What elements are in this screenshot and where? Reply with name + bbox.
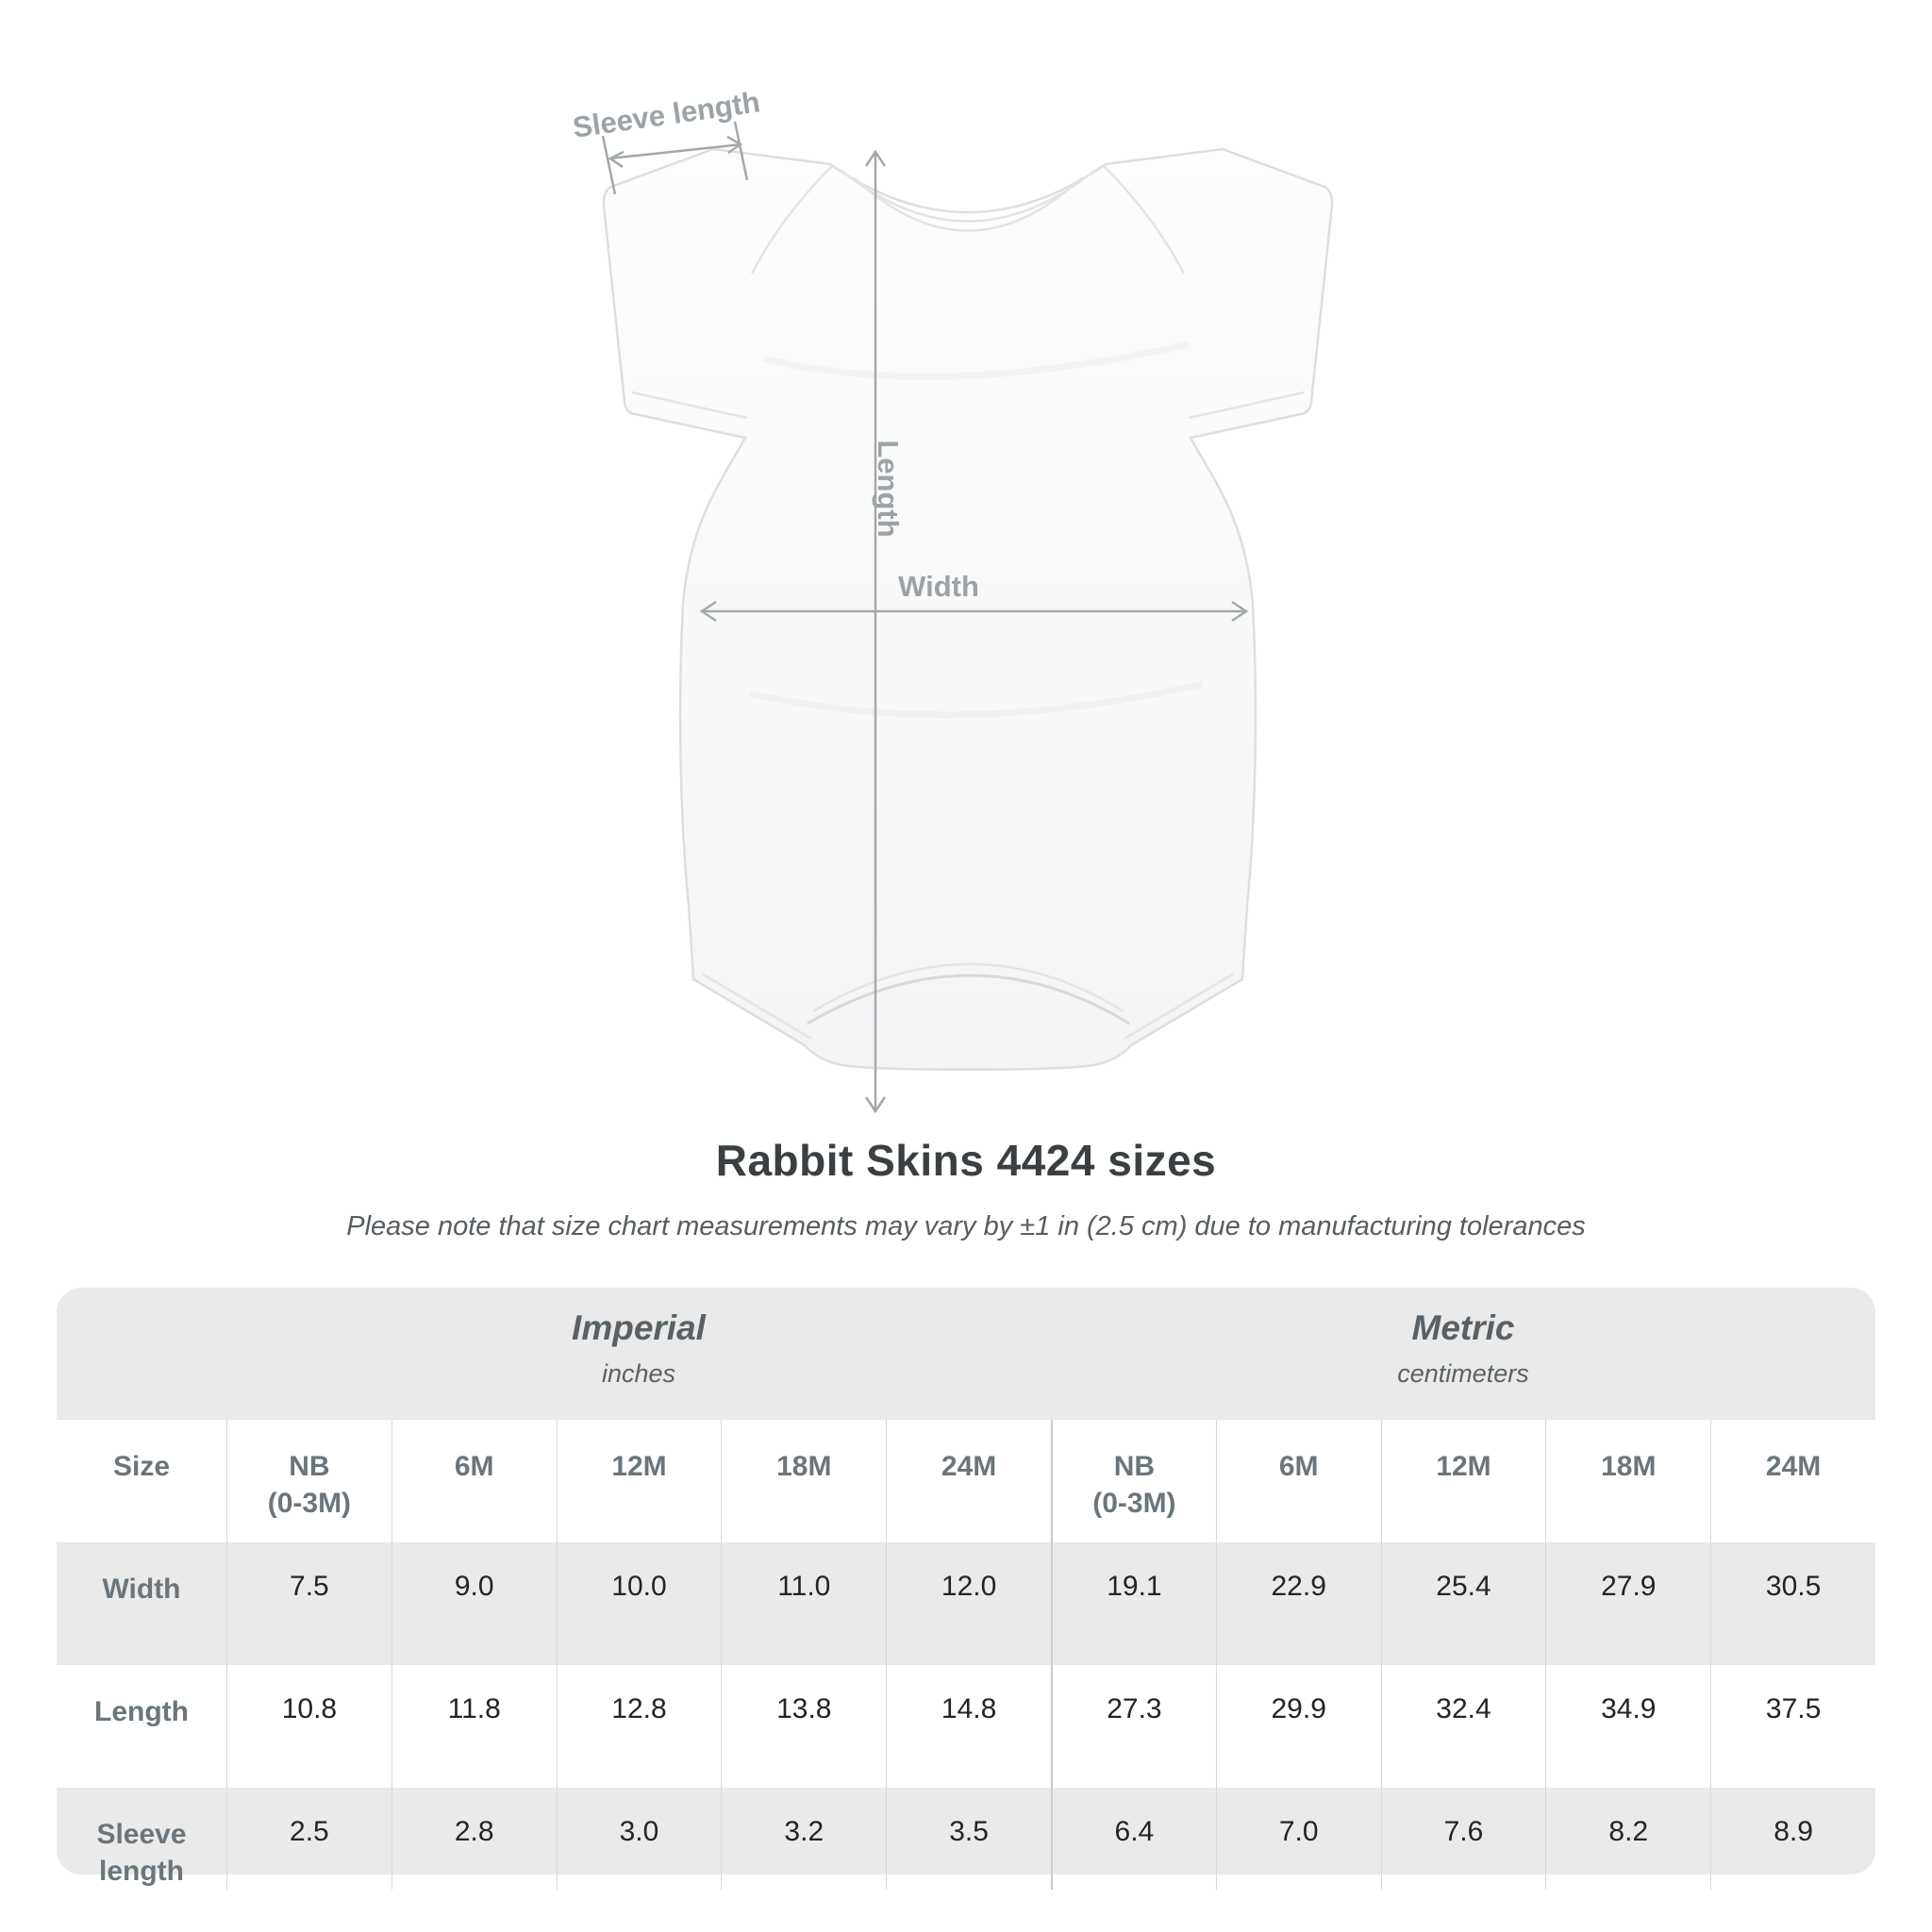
table-row-length: Length 10.8 11.8 12.8 13.8 14.8 27.3 29.… [57, 1665, 1875, 1788]
table-cell: 27.3 [1051, 1665, 1216, 1788]
table-cell: 3.5 [886, 1788, 1051, 1890]
col-header-12m-imperial: 12M [556, 1420, 722, 1542]
col-header-12m-metric: 12M [1380, 1420, 1546, 1542]
hem-edge-left [701, 972, 812, 1041]
length-label: Length [872, 440, 905, 537]
row-label-width: Width [102, 1574, 181, 1605]
sleeve-tick-right [733, 121, 749, 181]
row-label-sleeve-length: Sleeve length [96, 1819, 187, 1887]
col-header-nb-imperial: NB (0-3M) [226, 1420, 391, 1542]
table-cell: 10.8 [226, 1665, 391, 1788]
crotch-flap-seam [807, 974, 1130, 1025]
unit-band: Imperial inches Metric centimeters [57, 1288, 1875, 1420]
unit-sub-metric: centimeters [1397, 1359, 1529, 1388]
col-header-6m-imperial: 6M [391, 1420, 557, 1542]
table-cell: 13.8 [721, 1665, 886, 1788]
crotch-flap-edge [812, 962, 1124, 1013]
sleeve-arrowhead-left [608, 150, 625, 169]
table-cell: 11.8 [391, 1665, 557, 1788]
table-cell: 8.2 [1545, 1788, 1710, 1890]
length-arrowhead-bottom [864, 1096, 887, 1114]
table-cell: 7.6 [1380, 1788, 1546, 1890]
width-arrowhead-right [1231, 600, 1249, 623]
table-row-sleeve-length: Sleeve length 2.5 2.8 3.0 3.2 3.5 6.4 7.… [57, 1788, 1875, 1890]
table-cell: 6.4 [1051, 1788, 1216, 1890]
row-label-length: Length [94, 1696, 189, 1727]
table-cell: 9.0 [391, 1542, 557, 1665]
unit-group-metric: Metric centimeters [1051, 1288, 1875, 1420]
table-cell: 12.8 [556, 1665, 722, 1788]
sleeve-length-label: Sleeve length [571, 85, 762, 143]
table-cell: 7.5 [226, 1542, 391, 1665]
sleeve-arrow-line [608, 142, 742, 160]
table-cell: 8.9 [1710, 1788, 1875, 1890]
lap-shoulder-seam-left [750, 165, 833, 275]
table-cell: 27.9 [1545, 1542, 1710, 1665]
table-row-width: Width 7.5 9.0 10.0 11.0 12.0 19.1 22.9 2… [57, 1542, 1875, 1665]
width-label: Width [898, 570, 979, 603]
neckband-inner-line [853, 176, 1083, 232]
length-arrowhead-top [864, 149, 887, 167]
sleeve-hem-right [1188, 391, 1305, 420]
width-arrowhead-left [699, 600, 717, 623]
unit-name-metric: Metric [1411, 1308, 1515, 1347]
table-cell: 3.2 [721, 1788, 886, 1890]
table-cell: 29.9 [1215, 1665, 1381, 1788]
col-header-24m-imperial: 24M [886, 1420, 1051, 1542]
hem-edge-right [1124, 972, 1235, 1041]
table-cell: 14.8 [886, 1665, 1051, 1788]
unit-group-imperial: Imperial inches [226, 1288, 1051, 1420]
col-header-18m-imperial: 18M [721, 1420, 886, 1542]
table-cell: 12.0 [886, 1542, 1051, 1665]
col-header-18m-metric: 18M [1545, 1420, 1710, 1542]
table-cell: 25.4 [1380, 1542, 1546, 1665]
table-cell: 3.0 [556, 1788, 722, 1890]
table-cell: 10.0 [556, 1542, 722, 1665]
page-title: Rabbit Skins 4424 sizes [715, 1136, 1217, 1185]
table-cell: 37.5 [1710, 1665, 1875, 1788]
table-cell: 7.0 [1215, 1788, 1381, 1890]
table-cell: 2.5 [226, 1788, 391, 1890]
sleeve-hem-left [631, 391, 748, 420]
col-header-6m-metric: 6M [1215, 1420, 1381, 1542]
sleeve-tick-left [601, 135, 617, 195]
table-cell: 11.0 [721, 1542, 886, 1665]
table-cell: 19.1 [1051, 1542, 1216, 1665]
tolerance-note: Please note that size chart measurements… [346, 1211, 1586, 1241]
onesie-diagram-svg: Sleeve length Length Width [571, 85, 1334, 1114]
unit-sub-imperial: inches [601, 1359, 676, 1388]
col-header-size: Size [112, 1451, 171, 1482]
sleeve-arrowhead-right [726, 135, 743, 155]
table-cell: 34.9 [1545, 1665, 1710, 1788]
table-header-row: Size NB (0-3M) 6M 12M 18M 24M NB (0-3M) … [57, 1420, 1875, 1542]
lap-shoulder-seam-right [1103, 165, 1186, 275]
col-header-nb-metric: NB (0-3M) [1051, 1420, 1216, 1542]
table-cell: 32.4 [1380, 1665, 1546, 1788]
table-cell: 2.8 [391, 1788, 557, 1890]
col-header-24m-metric: 24M [1710, 1420, 1875, 1542]
table-cell: 30.5 [1710, 1542, 1875, 1665]
unit-name-imperial: Imperial [572, 1308, 706, 1347]
size-table: Imperial inches Metric centimeters Size … [57, 1288, 1875, 1890]
onesie-illustration [602, 147, 1334, 1071]
table-cell: 22.9 [1215, 1542, 1381, 1665]
onesie-size-diagram: Sleeve length Length Width [528, 75, 1358, 1132]
